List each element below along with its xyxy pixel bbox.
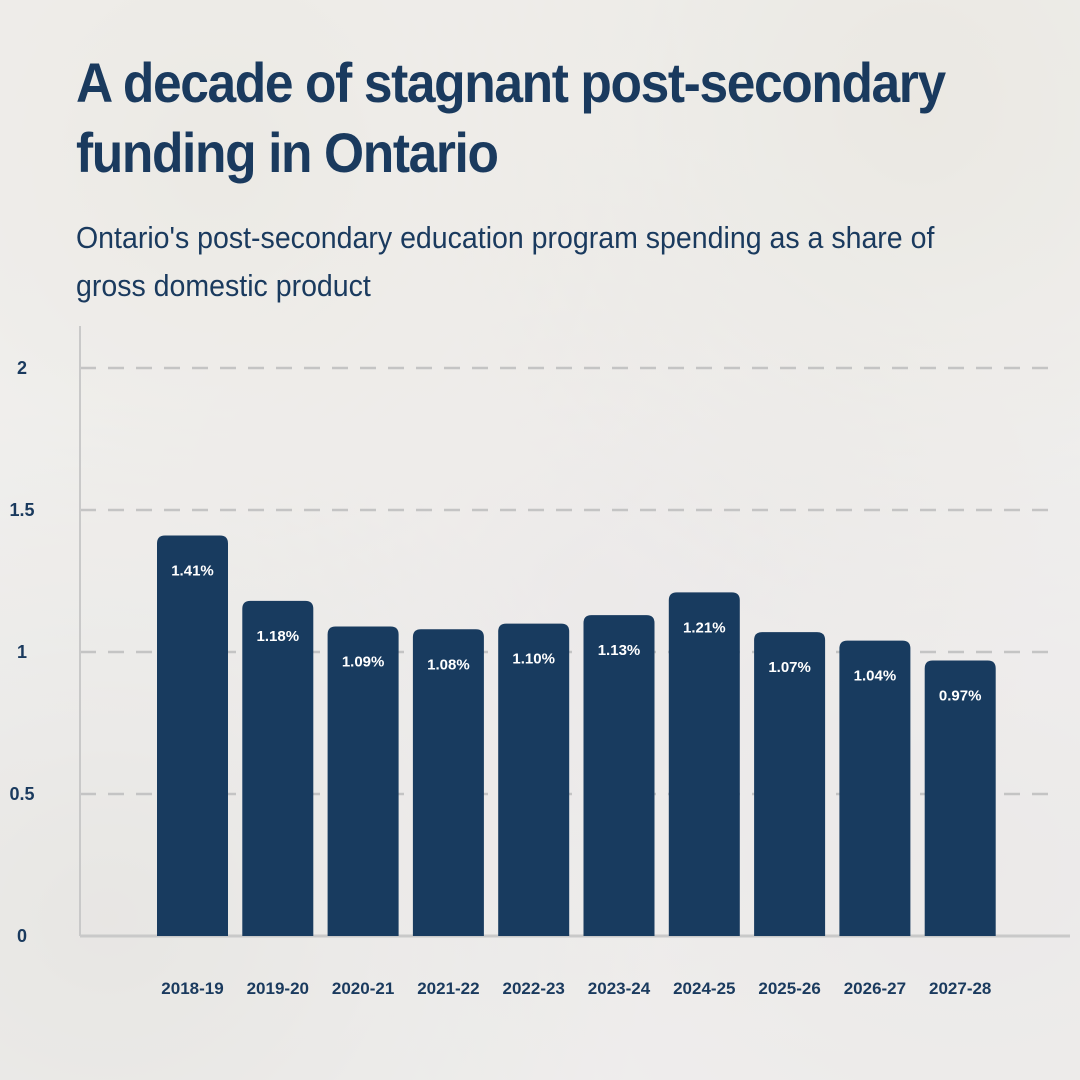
bar bbox=[327, 626, 399, 936]
x-tick-label: 2027-28 bbox=[929, 979, 991, 998]
data-label: 0.97% bbox=[939, 688, 982, 705]
bar bbox=[924, 660, 996, 936]
data-label: 1.10% bbox=[512, 651, 555, 668]
bar bbox=[583, 615, 655, 936]
x-tick-label: 2023-24 bbox=[588, 979, 651, 998]
bar bbox=[668, 592, 740, 936]
bar bbox=[412, 629, 484, 936]
data-label: 1.08% bbox=[427, 656, 470, 673]
bar bbox=[498, 623, 570, 936]
data-label: 1.18% bbox=[257, 628, 300, 645]
axes bbox=[79, 326, 1070, 938]
chart-subtitle: Ontario's post-secondary education progr… bbox=[76, 220, 935, 303]
x-tick-label: 2021-22 bbox=[417, 979, 479, 998]
bars: 1.41% 1.18% 1.09% 1.08% 1.10% 1.13% 1.21% 1.07%… bbox=[157, 535, 996, 936]
x-tick-label: 2025-26 bbox=[758, 979, 820, 998]
data-label: 1.04% bbox=[854, 668, 897, 685]
bar bbox=[242, 600, 314, 936]
x-axis-ticks: 2018-19 2019-20 2020-21 2021-22 2022-23 2023-… bbox=[161, 979, 991, 998]
x-tick-label: 2022-23 bbox=[503, 979, 565, 998]
data-label: 1.41% bbox=[171, 563, 214, 580]
y-tick-label: 1 bbox=[17, 642, 27, 662]
data-label: 1.13% bbox=[598, 642, 641, 659]
x-tick-label: 2024-25 bbox=[673, 979, 735, 998]
x-tick-label: 2019-20 bbox=[247, 979, 309, 998]
bar bbox=[157, 535, 228, 936]
data-label: 1.21% bbox=[683, 619, 726, 636]
data-label: 1.07% bbox=[768, 659, 811, 676]
y-tick-label: 1.5 bbox=[9, 500, 34, 520]
y-tick-label: 0 bbox=[17, 926, 27, 946]
data-label: 1.09% bbox=[342, 653, 385, 670]
y-tick-label: 0.5 bbox=[9, 784, 34, 804]
y-tick-label: 2 bbox=[17, 358, 27, 378]
chart-title: A decade of stagnant post-secondary fund… bbox=[76, 51, 946, 184]
bar bbox=[839, 640, 911, 936]
x-tick-label: 2020-21 bbox=[332, 979, 394, 998]
y-axis-ticks: 0 0.5 1 1.5 2 bbox=[9, 358, 34, 946]
x-tick-label: 2026-27 bbox=[844, 979, 906, 998]
x-tick-label: 2018-19 bbox=[161, 979, 223, 998]
bar bbox=[754, 632, 826, 936]
